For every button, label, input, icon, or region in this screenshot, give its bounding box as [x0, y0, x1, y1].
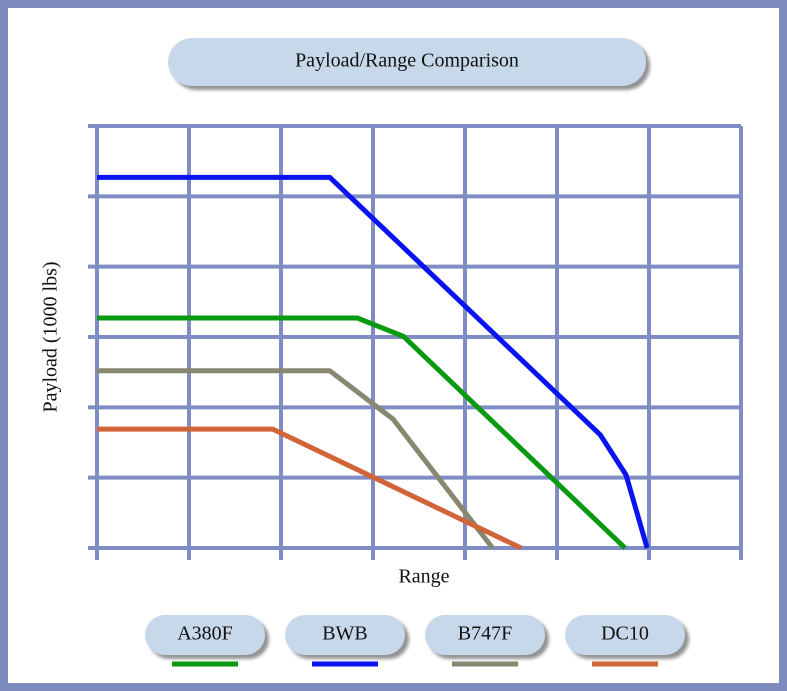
y-axis-label: Payload (1000 lbs)	[40, 261, 62, 412]
plot	[97, 174, 650, 551]
legend-label: DC10	[601, 623, 649, 645]
x-axis-label: Range	[398, 566, 449, 588]
chart-title: Payload/Range Comparison	[295, 50, 519, 72]
grid	[88, 124, 743, 560]
legend-pill	[145, 615, 265, 655]
legend-pill	[285, 615, 405, 655]
line-series	[97, 315, 627, 550]
line-series	[97, 426, 523, 551]
legend-label: B747F	[458, 623, 512, 645]
legend-label: BWB	[322, 623, 368, 645]
legend: A380F BWB B747F DC10	[145, 615, 685, 667]
line-series	[97, 174, 650, 549]
legend-pill	[565, 615, 685, 655]
legend-label: A380F	[177, 623, 233, 645]
legend-pill	[425, 615, 545, 655]
title-pill	[168, 38, 646, 86]
line-series	[97, 368, 495, 550]
